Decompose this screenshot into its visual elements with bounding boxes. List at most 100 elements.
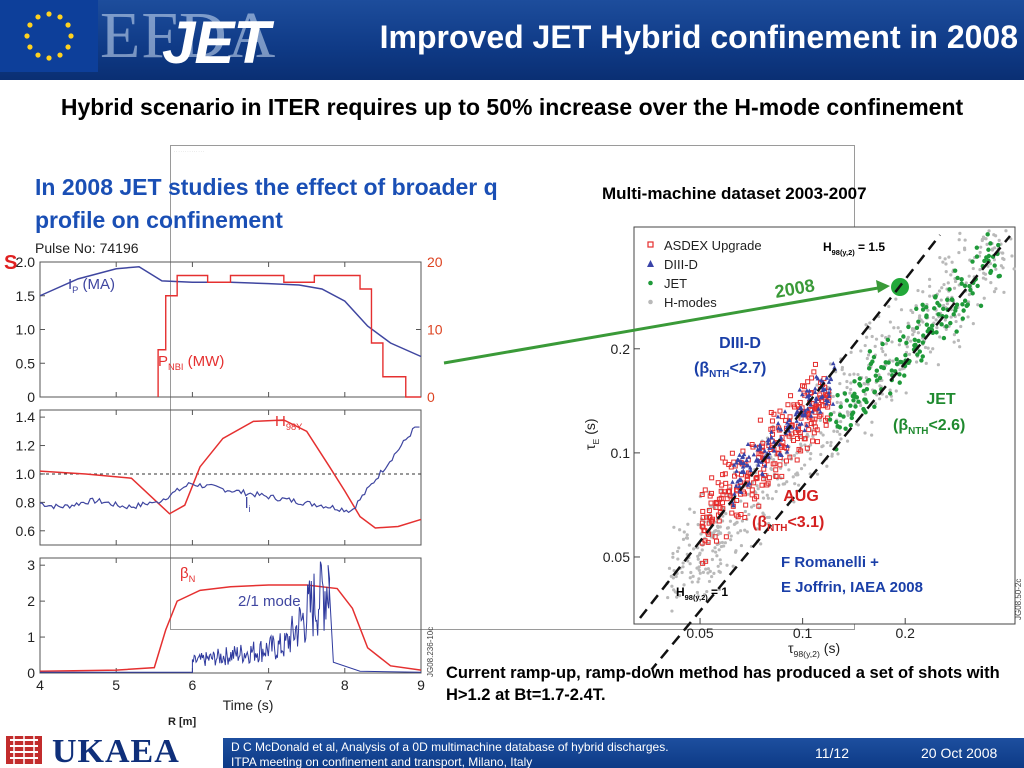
diiid-point: [741, 460, 747, 465]
aug-point: [729, 450, 735, 456]
hmode-point: [766, 522, 771, 526]
hmode-point: [716, 525, 720, 529]
hmode-point: [681, 561, 685, 565]
hmode-point: [880, 346, 884, 351]
aug-point: [812, 404, 818, 410]
hmode-point: [931, 315, 935, 320]
jet-point: [944, 324, 949, 329]
diiid-point: [756, 459, 762, 464]
legend-label: JET: [664, 276, 687, 291]
hmode-point: [835, 400, 839, 404]
hmode-point: [710, 574, 714, 579]
hmode-point: [838, 432, 842, 436]
diiid-point: [762, 448, 767, 453]
hmode-point: [740, 519, 745, 523]
hmode-point: [967, 292, 971, 297]
aug-beta-annotation: (βNTH<3.1): [752, 514, 824, 534]
hmode-point: [692, 547, 696, 551]
diiid-point: [734, 468, 739, 473]
hmode-point: [958, 231, 962, 235]
hmode-point: [864, 323, 868, 327]
hmode-point: [863, 392, 868, 396]
hmode-point: [728, 519, 733, 523]
right-tick-label: 20: [427, 254, 443, 270]
aug-point: [805, 379, 811, 385]
jet-point: [921, 333, 926, 338]
header-banner: EFDA JET Improved JET Hybrid confinement…: [0, 0, 1024, 80]
aug-point: [770, 461, 776, 467]
jet-point: [848, 423, 854, 428]
jet-point: [835, 424, 840, 429]
hmode-point: [706, 567, 711, 571]
hmode-point: [963, 248, 967, 252]
diiid-point: [756, 462, 761, 467]
diiid-point: [778, 427, 784, 432]
aug-point: [759, 482, 765, 488]
aug-point: [742, 514, 748, 520]
footer-date: 20 Oct 2008: [921, 745, 998, 761]
hmode-point: [765, 493, 769, 497]
hmode-point: [704, 567, 708, 571]
hmode-point: [778, 466, 783, 470]
hmode-point: [785, 480, 789, 484]
hmode-point: [667, 566, 672, 570]
diiid-point: [828, 376, 834, 382]
hmode-point: [719, 544, 724, 549]
hmode-point: [747, 512, 751, 517]
jet-point: [901, 334, 906, 339]
hmode-point: [696, 557, 700, 561]
hmode-point: [695, 566, 699, 570]
hmode-point: [890, 340, 894, 344]
aug-point: [719, 482, 725, 488]
hmode-point: [705, 589, 709, 594]
hmode-point: [688, 562, 692, 566]
hmode-point: [958, 345, 962, 349]
hmode-point: [839, 419, 843, 424]
jet-point: [960, 316, 965, 321]
aug-point: [706, 520, 712, 526]
hmode-point: [678, 594, 682, 598]
jet-point: [894, 357, 899, 362]
footer-bar: D C McDonald et al, Analysis of a 0D mul…: [223, 738, 1024, 768]
jet-point: [866, 377, 872, 383]
diiid-point: [826, 390, 832, 395]
diiid-point: [731, 502, 736, 508]
aug-point: [740, 448, 746, 454]
aug-point: [804, 445, 810, 451]
aug-point: [720, 472, 726, 478]
jet-point: [827, 417, 833, 422]
jet-point: [996, 274, 1001, 279]
hmode-point: [803, 463, 807, 467]
aug-point: [718, 495, 724, 501]
hmode-point: [809, 452, 813, 456]
aug-point: [788, 393, 794, 399]
x-tick-label: 8: [341, 677, 349, 693]
hmode-point: [716, 564, 720, 568]
jet-point: [864, 399, 869, 405]
hmode-point: [994, 287, 998, 291]
hmode-point: [954, 319, 958, 324]
hmode-point: [953, 279, 958, 284]
hmode-point: [678, 528, 682, 532]
hmode-point: [749, 544, 754, 549]
jet-point: [974, 245, 980, 250]
hmode-point: [924, 361, 928, 365]
aug-point: [783, 458, 789, 464]
eu-star: [65, 22, 71, 28]
diiid-point: [730, 479, 735, 484]
jet-point: [838, 404, 843, 410]
jet-point: [863, 410, 868, 415]
diiid-point: [740, 464, 746, 469]
hmode-point: [698, 571, 702, 575]
jet-point: [874, 368, 880, 373]
hmode-point: [911, 332, 915, 337]
efda-logo-text: EFDA: [100, 0, 277, 72]
hmode-point: [799, 467, 804, 471]
hmode-point: [669, 574, 673, 578]
aug-point: [764, 482, 770, 488]
hmode-point: [690, 580, 694, 584]
hmode-point: [710, 557, 715, 562]
aug-point: [749, 487, 755, 493]
hmode-point: [884, 363, 888, 367]
